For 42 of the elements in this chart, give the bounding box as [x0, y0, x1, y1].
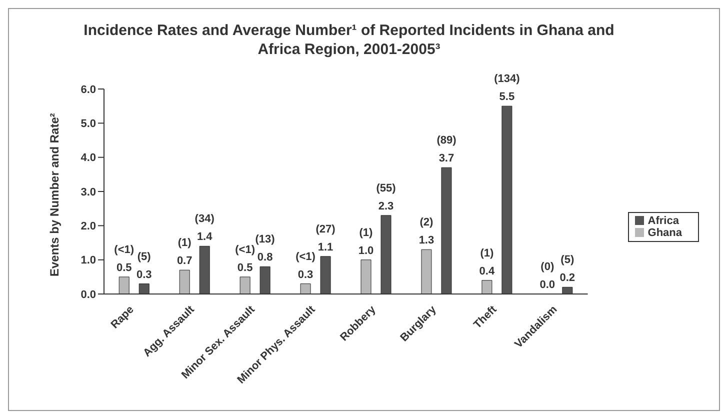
bar [240, 276, 250, 294]
bar [138, 284, 150, 294]
y-tick-label: 4.0 [80, 152, 96, 164]
legend-label: Ghana [648, 226, 682, 238]
y-tick-label: 5.0 [80, 118, 96, 130]
y-tick-label: 2.0 [80, 220, 96, 233]
data-label: (5) 0.2 [560, 254, 576, 284]
data-label: (5) 0.3 [136, 250, 152, 281]
data-label: (<1) 0.3 [296, 250, 316, 281]
data-label: (2) 1.3 [418, 216, 434, 247]
bar [118, 276, 130, 294]
data-label: (27) 1.1 [316, 223, 336, 254]
data-label: (13) 0.8 [255, 234, 276, 264]
bar [260, 266, 270, 294]
data-label: (55) 2.3 [376, 182, 396, 212]
chart-title: Incidence Rates and Average Number¹ of Reported Incidents in Ghana and Africa Region, 2001-2005³ [82, 21, 616, 59]
bar [421, 249, 432, 294]
data-label: (0) 0.0 [540, 261, 556, 291]
legend-label: Africa [648, 214, 679, 226]
data-label: (<1) 0.5 [114, 244, 134, 274]
y-tick-label: 1.0 [80, 254, 96, 267]
data-label: (34) 1.4 [194, 213, 215, 244]
bar [380, 215, 392, 294]
bar [360, 260, 372, 294]
bar [482, 280, 492, 294]
data-label: (1) 0.4 [479, 247, 496, 278]
bar [441, 167, 452, 294]
bar [300, 284, 311, 294]
data-label: (134) 5.5 [494, 73, 520, 104]
data-label: (1) 1.0 [358, 226, 374, 257]
y-tick-label: 6.0 [80, 84, 96, 96]
bar [562, 286, 573, 294]
y-tick-label: 3.0 [80, 186, 96, 198]
bar [502, 106, 512, 294]
y-axis-title: Events by Number and Rate² [47, 113, 62, 276]
data-label: (1) 0.7 [176, 237, 192, 268]
bar [320, 256, 331, 294]
bar [179, 270, 190, 294]
data-label: (<1) 0.5 [235, 244, 256, 274]
y-tick-label: 0.0 [80, 288, 96, 301]
bar [199, 246, 210, 294]
data-label: (89) 3.7 [436, 134, 457, 165]
